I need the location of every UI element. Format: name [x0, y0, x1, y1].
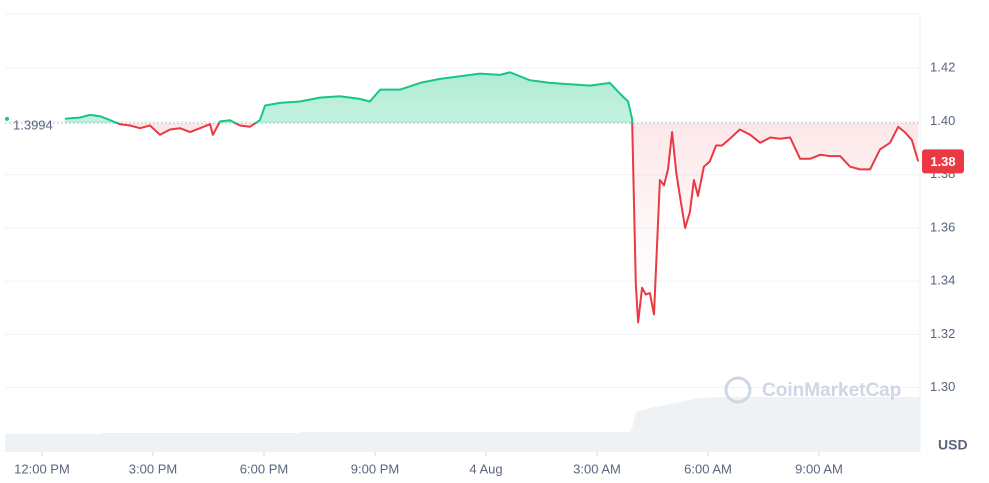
price-line — [64, 71, 920, 324]
x-tick-label: 9:00 AM — [795, 461, 843, 476]
x-tick-label: 4 Aug — [469, 461, 502, 476]
y-tick-label: 1.40 — [930, 113, 955, 128]
y-tick-label: 1.34 — [930, 273, 955, 288]
start-dot — [5, 116, 9, 121]
watermark: CoinMarketCap — [724, 376, 901, 404]
current-price-label: 1.38 — [930, 154, 955, 169]
watermark-text: CoinMarketCap — [762, 380, 901, 401]
unit-label: USD — [938, 437, 968, 453]
watermark-logo — [724, 376, 752, 404]
baseline-label: 1.3994 — [13, 118, 53, 133]
volume-area — [5, 397, 920, 452]
y-tick-label: 1.36 — [930, 219, 955, 234]
x-tick-label: 9:00 PM — [351, 461, 399, 476]
y-tick-label: 1.32 — [930, 326, 955, 341]
x-tick-label: 12:00 PM — [14, 461, 70, 476]
x-tick-label: 6:00 PM — [240, 461, 288, 476]
x-tick-label: 3:00 PM — [129, 461, 177, 476]
y-tick-label: 1.30 — [930, 379, 955, 394]
y-tick-label: 1.42 — [930, 60, 955, 75]
x-tick-label: 3:00 AM — [573, 461, 621, 476]
price-area — [64, 72, 919, 323]
current-price-tag — [922, 149, 964, 174]
x-tick-label: 6:00 AM — [684, 461, 732, 476]
